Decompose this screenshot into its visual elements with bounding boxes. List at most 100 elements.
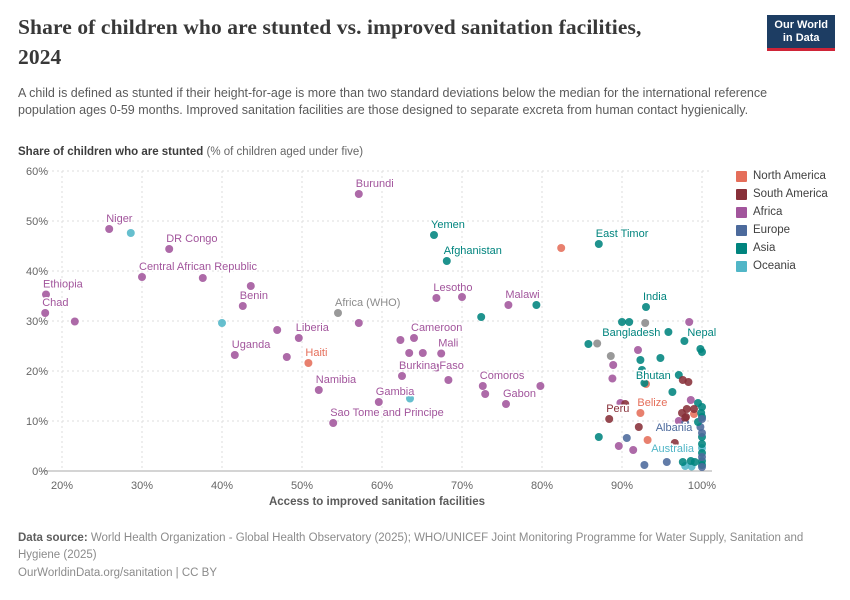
data-point[interactable] xyxy=(636,409,645,417)
data-point[interactable] xyxy=(138,273,146,281)
data-point[interactable] xyxy=(430,231,438,239)
data-point[interactable] xyxy=(70,317,79,326)
data-point[interactable] xyxy=(605,415,614,423)
data-point[interactable] xyxy=(698,403,706,411)
data-point[interactable] xyxy=(304,359,313,367)
data-point[interactable] xyxy=(662,458,671,466)
data-point[interactable] xyxy=(668,388,677,396)
data-point[interactable] xyxy=(536,382,545,390)
data-point[interactable] xyxy=(608,374,617,383)
data-point[interactable] xyxy=(664,328,673,336)
data-point[interactable] xyxy=(294,334,303,342)
legend-label-oceania: Oceania xyxy=(753,260,796,272)
data-point[interactable] xyxy=(634,346,642,354)
data-point[interactable] xyxy=(670,439,679,447)
data-point[interactable] xyxy=(621,400,630,408)
data-point[interactable] xyxy=(674,417,683,425)
data-point[interactable] xyxy=(230,351,239,359)
data-point[interactable] xyxy=(396,336,405,344)
data-point[interactable] xyxy=(690,458,699,466)
data-point[interactable] xyxy=(442,257,451,265)
data-point[interactable] xyxy=(398,372,406,380)
data-point[interactable] xyxy=(614,442,623,450)
data-point[interactable] xyxy=(432,294,441,302)
data-point[interactable] xyxy=(218,319,226,327)
data-point[interactable] xyxy=(638,366,646,374)
data-point[interactable] xyxy=(594,240,603,248)
data-point[interactable] xyxy=(686,396,695,404)
data-point[interactable] xyxy=(606,352,615,360)
data-point[interactable] xyxy=(437,349,446,358)
data-point[interactable] xyxy=(643,436,652,444)
data-point[interactable] xyxy=(656,354,665,362)
data-point[interactable] xyxy=(641,319,650,327)
data-point[interactable] xyxy=(314,386,323,394)
data-point[interactable] xyxy=(618,318,626,326)
data-point[interactable] xyxy=(698,415,706,423)
data-point[interactable] xyxy=(629,446,638,454)
data-point[interactable] xyxy=(622,434,631,442)
data-point[interactable] xyxy=(698,463,706,471)
data-point[interactable] xyxy=(42,290,50,299)
data-point[interactable] xyxy=(640,461,649,469)
data-point[interactable] xyxy=(405,349,414,357)
data-point[interactable] xyxy=(198,274,207,282)
x-tick-label: 30% xyxy=(131,480,153,492)
data-point[interactable] xyxy=(684,378,693,386)
data-point[interactable] xyxy=(418,349,427,357)
data-point[interactable] xyxy=(584,340,593,348)
data-point[interactable] xyxy=(477,313,486,321)
data-point[interactable] xyxy=(458,293,466,301)
data-point[interactable] xyxy=(593,339,602,348)
data-point[interactable] xyxy=(374,398,383,406)
data-point[interactable] xyxy=(698,348,706,356)
legend-item-south_america[interactable]: South America xyxy=(736,185,828,203)
data-point[interactable] xyxy=(681,414,690,422)
data-point[interactable] xyxy=(481,390,490,398)
data-point[interactable] xyxy=(354,319,363,327)
legend-item-asia[interactable]: Asia xyxy=(736,239,828,257)
data-point[interactable] xyxy=(334,309,342,317)
data-point[interactable] xyxy=(625,318,634,326)
legend-item-oceania[interactable]: Oceania xyxy=(736,257,828,275)
data-point[interactable] xyxy=(504,301,513,309)
data-point[interactable] xyxy=(354,190,363,198)
data-point[interactable] xyxy=(557,244,566,252)
legend-item-europe[interactable]: Europe xyxy=(736,221,828,239)
data-point[interactable] xyxy=(238,302,247,310)
data-point[interactable] xyxy=(41,309,50,317)
data-point[interactable] xyxy=(502,400,510,408)
data-point[interactable] xyxy=(690,405,698,413)
data-point[interactable] xyxy=(126,229,135,237)
data-point[interactable] xyxy=(685,318,694,326)
data-point[interactable] xyxy=(642,303,650,311)
legend-item-africa[interactable]: Africa xyxy=(736,203,828,221)
data-point[interactable] xyxy=(532,301,541,309)
legend-item-north_america[interactable]: North America xyxy=(736,167,828,185)
data-point[interactable] xyxy=(273,326,282,334)
data-point[interactable] xyxy=(609,361,618,369)
data-point[interactable] xyxy=(680,337,689,345)
scatter-plot[interactable]: 0% 10% 20% 30% 40% 50% 60% 20% 30% 40% 50% 60% 70% 80… xyxy=(0,0,850,520)
data-point[interactable] xyxy=(282,353,291,361)
data-point[interactable] xyxy=(640,379,649,387)
data-point[interactable] xyxy=(636,356,645,364)
data-point[interactable] xyxy=(634,423,643,431)
data-point[interactable] xyxy=(410,334,418,342)
data-point[interactable] xyxy=(432,363,441,372)
data-point[interactable] xyxy=(165,245,174,253)
data-point[interactable] xyxy=(594,433,603,441)
data-point-label: Albania xyxy=(656,422,694,434)
data-point[interactable] xyxy=(698,453,706,461)
data-point[interactable] xyxy=(406,394,414,403)
data-point[interactable] xyxy=(329,419,338,427)
data-point[interactable] xyxy=(698,429,706,437)
data-point[interactable] xyxy=(246,282,255,290)
data-point[interactable] xyxy=(678,458,687,466)
owid-logo-line2: in Data xyxy=(782,32,820,44)
data-point[interactable] xyxy=(105,225,114,233)
data-point[interactable] xyxy=(444,376,453,384)
x-tick-label: 90% xyxy=(611,480,633,492)
data-point[interactable] xyxy=(698,440,706,448)
data-point[interactable] xyxy=(478,382,487,390)
